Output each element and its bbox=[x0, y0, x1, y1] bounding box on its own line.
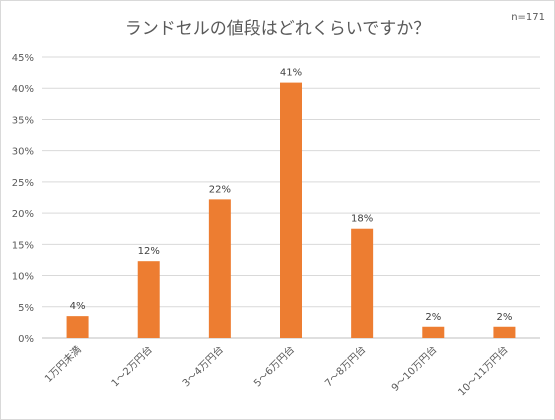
data-label: 2% bbox=[425, 312, 441, 323]
bar bbox=[66, 316, 89, 338]
x-tick-label: 7～8万円台 bbox=[322, 343, 368, 389]
sample-size-note: n=171 bbox=[511, 12, 545, 23]
x-tick-label: 3～4万円台 bbox=[179, 343, 225, 389]
bar bbox=[137, 261, 160, 338]
data-label: 4% bbox=[70, 301, 86, 312]
bar bbox=[208, 199, 231, 338]
y-tick-label: 30% bbox=[12, 147, 34, 158]
bar bbox=[351, 228, 374, 338]
bar bbox=[280, 82, 302, 338]
bar bbox=[422, 326, 445, 338]
y-tick-label: 45% bbox=[12, 53, 34, 64]
data-label: 22% bbox=[209, 184, 231, 195]
y-tick-label: 5% bbox=[18, 303, 34, 314]
y-tick-label: 25% bbox=[12, 178, 34, 189]
y-tick-label: 15% bbox=[12, 240, 34, 251]
y-tick-label: 20% bbox=[12, 209, 34, 220]
data-label: 41% bbox=[280, 68, 302, 79]
y-tick-label: 35% bbox=[12, 115, 34, 126]
y-tick-label: 10% bbox=[12, 272, 34, 283]
data-label: 2% bbox=[496, 312, 512, 323]
x-tick-label: 9～10万円台 bbox=[388, 343, 439, 394]
x-tick-label: 1～2万円台 bbox=[108, 343, 154, 389]
y-tick-label: 0% bbox=[18, 334, 34, 345]
bar bbox=[493, 326, 516, 338]
chart-title: ランドセルの値段はどれくらいですか？ bbox=[124, 19, 431, 39]
x-tick-label: 10～11万円台 bbox=[455, 343, 510, 398]
y-tick-label: 40% bbox=[12, 84, 34, 95]
data-label: 18% bbox=[351, 214, 373, 225]
data-label: 12% bbox=[138, 246, 160, 257]
x-tick-label: 1万円未満 bbox=[42, 344, 83, 385]
x-tick-label: 5～6万円台 bbox=[251, 343, 297, 389]
